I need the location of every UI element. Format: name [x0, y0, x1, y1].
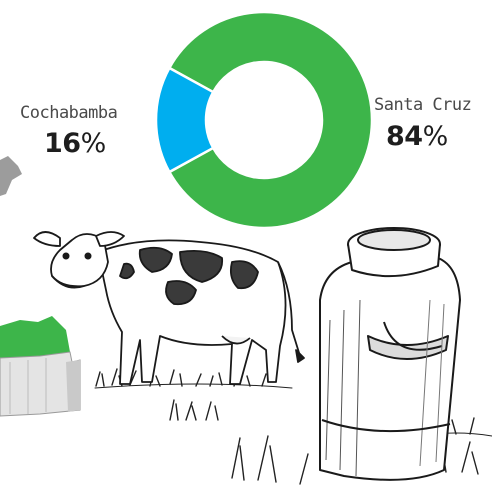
slice-value-santa-cruz: 84%: [386, 121, 448, 152]
map-fragment-icon: [0, 156, 81, 417]
percent-sign: %: [80, 128, 107, 159]
slice-value-number: 16: [44, 128, 81, 159]
donut-slice-santa-cruz: [167, 10, 374, 230]
slice-label-cochabamba: Cochabamba: [20, 103, 118, 123]
percent-sign: %: [422, 121, 449, 152]
slice-label-santa-cruz: Santa Cruz: [374, 95, 472, 115]
slice-value-number: 84: [386, 121, 423, 152]
slice-value-cochabamba: 16%: [44, 128, 106, 159]
milk-can-icon: [319, 227, 461, 481]
donut-slice-cochabamba: [154, 66, 215, 174]
donut-chart: [154, 10, 374, 230]
cow-icon: [33, 231, 305, 385]
